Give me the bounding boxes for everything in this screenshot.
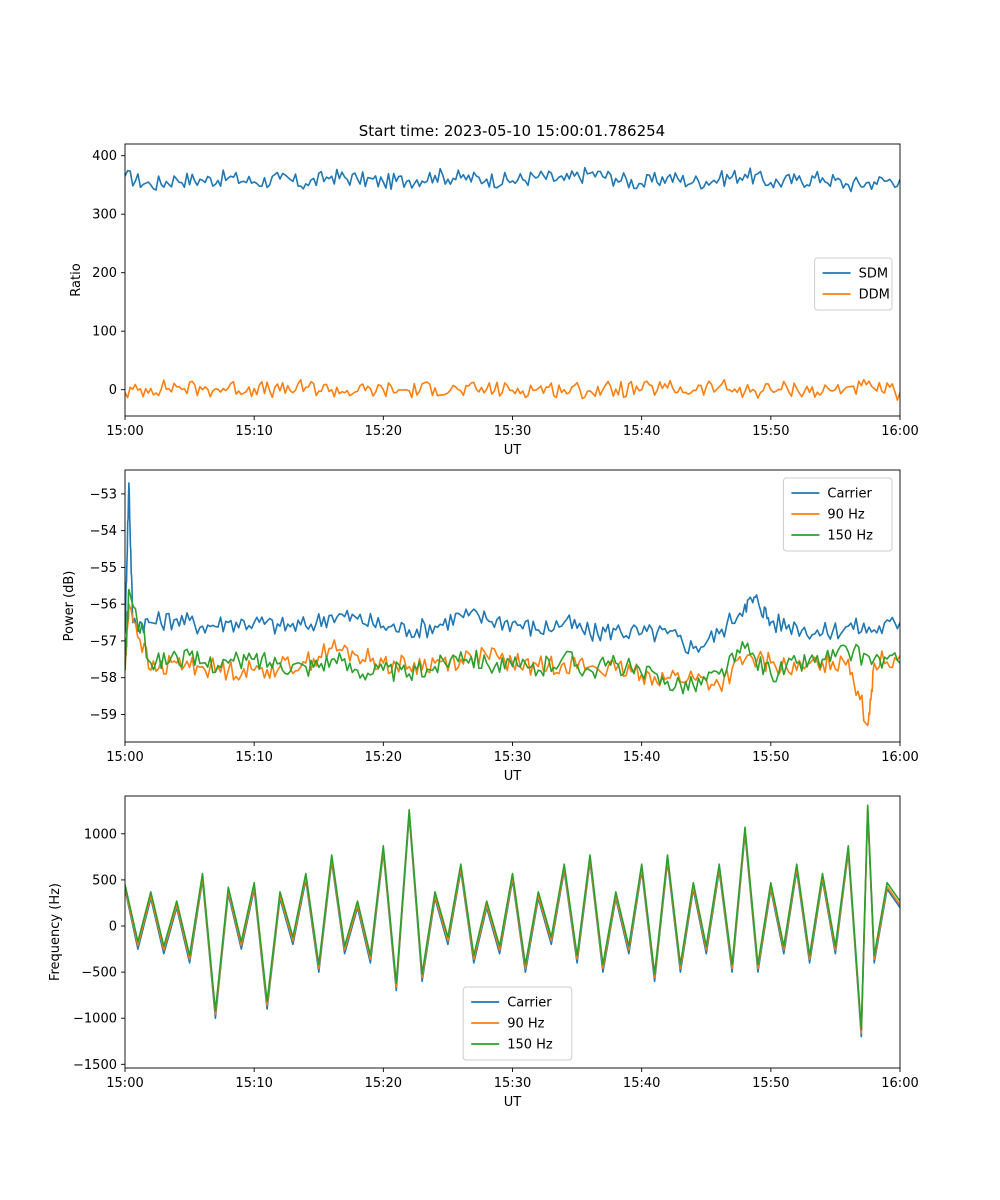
- y-axis-label: Power (dB): [62, 571, 77, 642]
- y-tick-label: −54: [90, 524, 117, 539]
- legend-box: [782, 477, 893, 552]
- power-panel: 15:00 15:10 15:20 15:30 15:40 15:50 16:00 −53 −5…: [62, 469, 919, 784]
- x-tick-label: 15:20: [365, 424, 402, 439]
- legend-entry: DDM: [859, 288, 890, 303]
- series-line-150-hz: [125, 588, 900, 695]
- legend-entry: 90 Hz: [507, 1017, 544, 1032]
- y-tick-label: 0: [109, 920, 117, 935]
- legend-entry: 150 Hz: [507, 1038, 553, 1053]
- y-tick-label: −1500: [73, 1058, 117, 1073]
- x-tick-label: 15:50: [752, 750, 789, 765]
- y-tick-label: −58: [90, 671, 117, 686]
- y-tick-label: 1000: [84, 827, 117, 842]
- y-tick-label: −1000: [73, 1012, 117, 1027]
- x-tick-label: 15:30: [494, 750, 531, 765]
- x-tick-label: 15:10: [235, 1076, 272, 1091]
- series-line-carrier: [125, 482, 900, 655]
- y-tick-label: 100: [92, 325, 117, 340]
- x-axis-label: UT: [504, 769, 522, 784]
- series-line-sdm: [125, 166, 900, 193]
- y-axis-label: Frequency (Hz): [48, 883, 63, 981]
- x-tick-label: 16:00: [881, 424, 918, 439]
- y-tick-label: −57: [90, 634, 117, 649]
- axes-frame: [124, 143, 901, 417]
- x-tick-label: 15:20: [365, 750, 402, 765]
- legend-entry: Carrier: [507, 996, 552, 1011]
- x-tick-label: 15:50: [752, 424, 789, 439]
- legend-box: [462, 986, 573, 1061]
- y-tick-label: −53: [90, 487, 117, 502]
- y-tick-label: 500: [92, 873, 117, 888]
- legend-entry: 150 Hz: [827, 529, 873, 544]
- x-tick-label: 15:30: [494, 424, 531, 439]
- series-line-ddm: [125, 378, 900, 401]
- x-tick-label: 15:00: [106, 424, 143, 439]
- x-tick-label: 15:40: [623, 1076, 660, 1091]
- y-tick-label: −55: [90, 561, 117, 576]
- x-tick-label: 15:10: [235, 424, 272, 439]
- x-tick-label: 15:10: [235, 750, 272, 765]
- y-tick-label: −59: [90, 708, 117, 723]
- x-axis-label: UT: [504, 443, 522, 458]
- series-line-90-hz: [125, 603, 900, 727]
- x-tick-label: 15:00: [106, 1076, 143, 1091]
- x-tick-label: 15:00: [106, 750, 143, 765]
- figure-title: Start time: 2023-05-10 15:00:01.786254: [359, 122, 665, 140]
- frequency-panel: 15:00 15:10 15:20 15:30 15:40 15:50 16:00 1000 5…: [48, 795, 919, 1110]
- legend-entry: 90 Hz: [827, 508, 864, 523]
- x-tick-label: 15:40: [623, 750, 660, 765]
- y-tick-label: 400: [92, 149, 117, 164]
- y-tick-label: 300: [92, 208, 117, 223]
- ratio-panel: 15:00 15:10 15:20 15:30 15:40 15:50 16:00 0 100 2…: [69, 143, 919, 458]
- legend-box: [814, 257, 893, 311]
- x-tick-label: 15:50: [752, 1076, 789, 1091]
- x-tick-label: 15:30: [494, 1076, 531, 1091]
- legend: SDM DDM: [814, 257, 893, 311]
- x-tick-label: 15:40: [623, 424, 660, 439]
- legend-entry: SDM: [859, 267, 888, 282]
- y-tick-label: −56: [90, 598, 117, 613]
- x-axis-label: UT: [504, 1095, 522, 1110]
- series-line-150-hz: [125, 804, 900, 1031]
- y-tick-label: 200: [92, 266, 117, 281]
- y-tick-label: 0: [109, 383, 117, 398]
- y-axis-label: Ratio: [69, 263, 84, 296]
- legend-entry: Carrier: [827, 487, 872, 502]
- x-tick-label: 15:20: [365, 1076, 402, 1091]
- x-tick-label: 16:00: [881, 750, 918, 765]
- legend: Carrier 90 Hz 150 Hz: [782, 477, 893, 552]
- x-tick-label: 16:00: [881, 1076, 918, 1091]
- legend: Carrier 90 Hz 150 Hz: [462, 986, 573, 1061]
- y-tick-label: −500: [81, 966, 117, 981]
